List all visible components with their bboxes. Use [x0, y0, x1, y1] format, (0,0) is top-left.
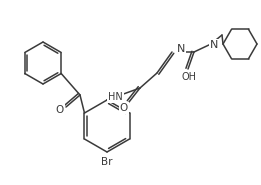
Text: HN: HN: [108, 92, 123, 102]
Text: O: O: [120, 103, 128, 113]
Text: Br: Br: [101, 157, 113, 167]
Text: N: N: [177, 44, 185, 54]
Text: O: O: [56, 105, 64, 115]
Text: OH: OH: [181, 72, 197, 82]
Text: N: N: [210, 40, 218, 50]
